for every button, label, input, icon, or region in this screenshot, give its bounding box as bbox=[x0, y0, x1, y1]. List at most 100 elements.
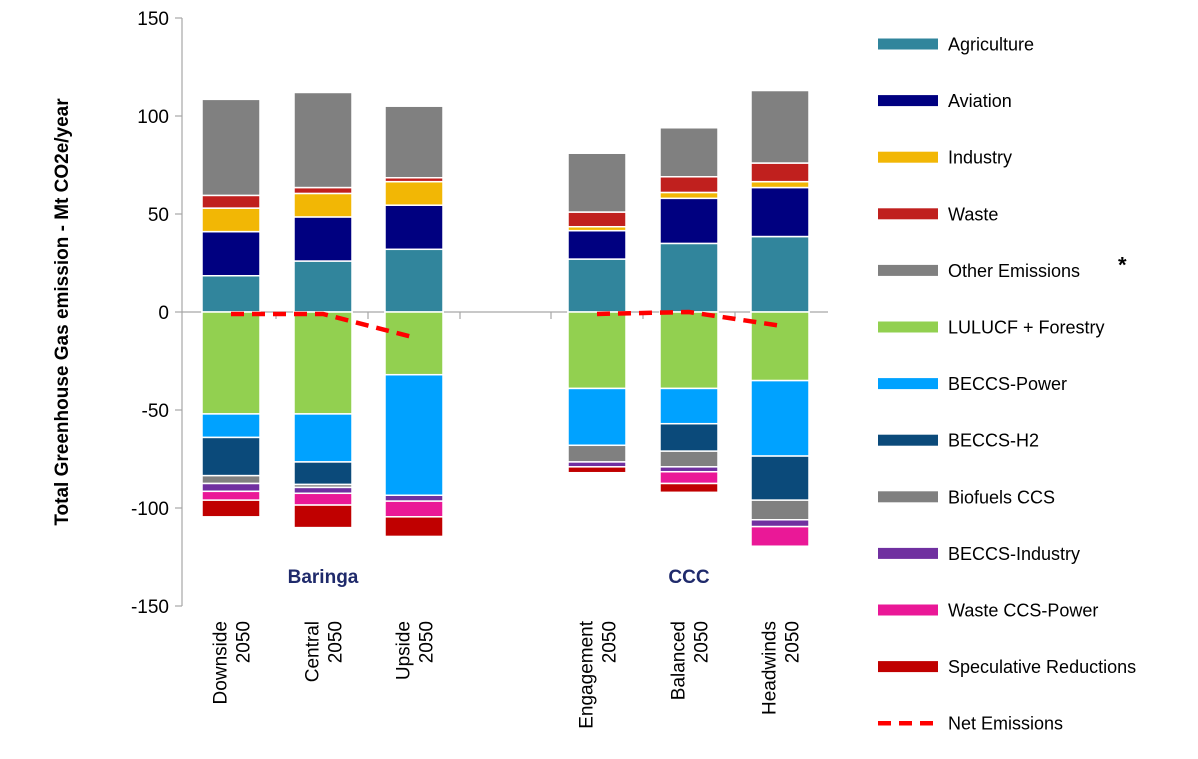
bar-segment[interactable] bbox=[659, 482, 719, 494]
bar-segment[interactable] bbox=[659, 176, 719, 194]
bar-segment[interactable] bbox=[201, 413, 261, 439]
legend-entry: Biofuels CCS bbox=[948, 487, 1055, 507]
bar-segment[interactable] bbox=[659, 311, 719, 390]
bar-segment[interactable] bbox=[384, 248, 444, 313]
bar-segment[interactable] bbox=[293, 413, 353, 463]
bar-segment[interactable] bbox=[750, 89, 810, 164]
bar-segment[interactable] bbox=[384, 494, 444, 502]
legend-swatch bbox=[878, 378, 938, 390]
category-label: 2050 bbox=[692, 621, 713, 663]
bar-segment[interactable] bbox=[659, 127, 719, 178]
bar-segment[interactable] bbox=[659, 387, 719, 425]
bar-segment[interactable] bbox=[293, 461, 353, 486]
bar-segment[interactable] bbox=[201, 274, 261, 313]
legend-swatch bbox=[878, 208, 938, 220]
bar-segment[interactable] bbox=[567, 466, 627, 474]
y-tick-label: 0 bbox=[158, 303, 169, 324]
bar-segment[interactable] bbox=[293, 486, 353, 495]
legend-entry: BECCS-H2 bbox=[948, 431, 1039, 451]
category-label: 2050 bbox=[326, 621, 347, 663]
bar-segment[interactable] bbox=[384, 500, 444, 518]
category-label: Engagement bbox=[577, 620, 598, 728]
legend-swatch bbox=[878, 264, 938, 276]
bar-segment[interactable] bbox=[384, 311, 444, 376]
legend-swatch bbox=[878, 38, 938, 50]
annotation-asterisk: * bbox=[1118, 252, 1127, 277]
legend-entry: BECCS-Power bbox=[948, 374, 1067, 394]
legend-entry-net-emissions: Net Emissions bbox=[948, 714, 1063, 734]
bar-segment[interactable] bbox=[750, 180, 810, 189]
category-label: 2050 bbox=[783, 621, 804, 663]
y-tick-label: 100 bbox=[137, 107, 169, 128]
bar-segment[interactable] bbox=[659, 450, 719, 468]
y-tick-label: -50 bbox=[142, 401, 169, 422]
category-label: Balanced bbox=[669, 621, 690, 700]
bar-segment[interactable] bbox=[567, 211, 627, 228]
bar-segment[interactable] bbox=[567, 444, 627, 463]
bar-segment[interactable] bbox=[293, 492, 353, 506]
bar-segment[interactable] bbox=[201, 490, 261, 501]
bar-segment[interactable] bbox=[293, 186, 353, 195]
legend-swatch bbox=[878, 661, 938, 673]
bar-segment[interactable] bbox=[567, 152, 627, 213]
bar-segment[interactable] bbox=[293, 216, 353, 262]
bar-segment[interactable] bbox=[567, 311, 627, 390]
legend-swatch bbox=[878, 434, 938, 446]
bar-segment[interactable] bbox=[659, 191, 719, 200]
net-emissions-line[interactable] bbox=[596, 309, 781, 328]
bar-segment[interactable] bbox=[659, 470, 719, 485]
category-label: Central bbox=[303, 621, 324, 682]
legend-entry: LULUCF + Forestry bbox=[948, 318, 1105, 338]
bar-segment[interactable] bbox=[567, 229, 627, 260]
bar-segment[interactable] bbox=[750, 379, 810, 457]
bar-segment[interactable] bbox=[750, 499, 810, 521]
bar-segment[interactable] bbox=[201, 436, 261, 477]
bar-segment[interactable] bbox=[201, 311, 261, 415]
bar-segment[interactable] bbox=[201, 230, 261, 277]
category-label: Downside bbox=[211, 621, 232, 704]
group-label: CCC bbox=[668, 567, 709, 588]
bar-segment[interactable] bbox=[384, 105, 444, 179]
category-label: Headwinds bbox=[760, 621, 781, 715]
bar-segment[interactable] bbox=[750, 519, 810, 528]
bar-segment[interactable] bbox=[201, 474, 261, 485]
bar-segment[interactable] bbox=[293, 91, 353, 189]
bar-segment[interactable] bbox=[659, 242, 719, 313]
bar-segment[interactable] bbox=[659, 422, 719, 452]
legend-entry: Waste bbox=[948, 204, 998, 224]
net-emissions-line[interactable] bbox=[231, 311, 415, 340]
bar-segment[interactable] bbox=[750, 525, 810, 547]
legend-entry: Speculative Reductions bbox=[948, 657, 1136, 677]
bar-segment[interactable] bbox=[567, 387, 627, 447]
y-axis-label: Total Greenhouse Gas emission - Mt CO2e/… bbox=[52, 98, 73, 526]
bar-segment[interactable] bbox=[750, 311, 810, 382]
bar-segment[interactable] bbox=[384, 516, 444, 538]
category-label: 2050 bbox=[600, 621, 621, 663]
legend-swatch bbox=[878, 604, 938, 616]
bar-segment[interactable] bbox=[384, 180, 444, 206]
y-tick-label: 150 bbox=[137, 9, 169, 30]
bar-segment[interactable] bbox=[201, 499, 261, 518]
bar-segment[interactable] bbox=[384, 373, 444, 497]
legend-swatch bbox=[878, 547, 938, 559]
bar-segment[interactable] bbox=[201, 482, 261, 493]
bar-segment[interactable] bbox=[293, 504, 353, 529]
bar-segment[interactable] bbox=[750, 186, 810, 238]
category-label: 2050 bbox=[417, 621, 438, 663]
legend-swatch bbox=[878, 321, 938, 333]
bar-segment[interactable] bbox=[750, 235, 810, 313]
bar-segment[interactable] bbox=[201, 194, 261, 209]
bar-segment[interactable] bbox=[201, 98, 261, 197]
group-label: Baringa bbox=[288, 567, 359, 588]
bar-segment[interactable] bbox=[567, 258, 627, 313]
bar-segment[interactable] bbox=[659, 197, 719, 245]
bar-segment[interactable] bbox=[293, 192, 353, 218]
bar-segment[interactable] bbox=[750, 162, 810, 183]
legend-entry: Agriculture bbox=[948, 35, 1034, 55]
bar-segment[interactable] bbox=[201, 207, 261, 233]
bar-segment[interactable] bbox=[384, 204, 444, 251]
bar-segment[interactable] bbox=[293, 311, 353, 415]
bar-segment[interactable] bbox=[750, 455, 810, 501]
bar-segment[interactable] bbox=[293, 260, 353, 313]
